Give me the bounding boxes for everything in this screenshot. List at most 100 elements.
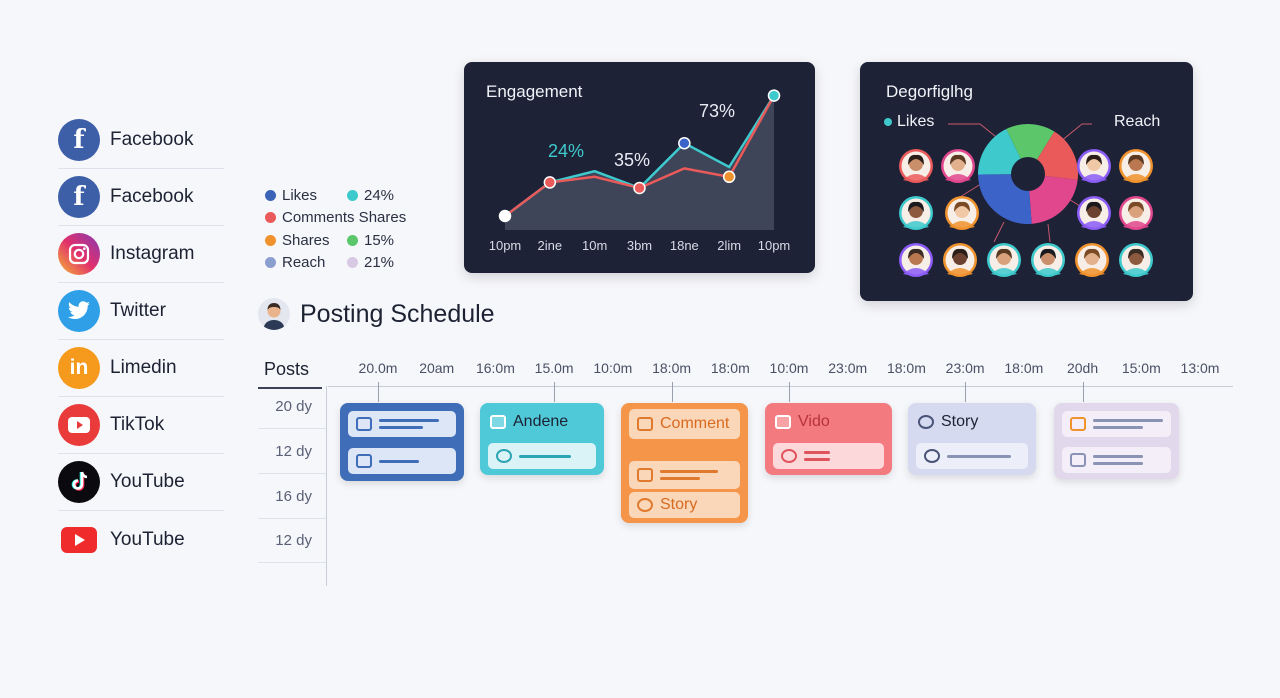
row-separator	[258, 428, 326, 429]
demographics-legend-likes: Likes	[884, 113, 934, 131]
sidebar-item-linkedin[interactable]: in Limedin	[58, 340, 224, 397]
time-label: 13:0m	[1180, 360, 1220, 376]
post-chip[interactable]: Andene	[488, 409, 596, 435]
camera-icon	[496, 449, 512, 463]
audience-avatar	[1119, 149, 1153, 183]
avatar[interactable]	[258, 298, 290, 330]
post-chip[interactable]	[348, 411, 456, 437]
legend-label: Reach	[282, 254, 326, 272]
legend-value: 21%	[347, 254, 394, 271]
legend-comments-shares: Comments Shares	[265, 209, 406, 226]
text-placeholder	[1093, 455, 1143, 465]
sidebar-item-label: Facebook	[110, 129, 194, 150]
time-label: 18:0m	[652, 360, 692, 376]
time-tick	[789, 382, 790, 402]
camera-icon	[1070, 453, 1086, 467]
image-icon	[356, 417, 372, 431]
post-card-image[interactable]	[340, 403, 464, 481]
legend-label: Likes	[282, 186, 318, 204]
pie-slice	[1028, 174, 1078, 224]
posts-underline	[258, 387, 322, 389]
post-chip[interactable]	[1062, 411, 1171, 437]
time-label: 15.0m	[534, 360, 574, 376]
demographics-chart	[899, 123, 1153, 277]
text-placeholder	[379, 419, 439, 429]
legend-dot	[884, 118, 892, 126]
post-chip[interactable]: Vido	[773, 409, 884, 435]
tiktok-icon	[58, 461, 100, 503]
post-card-story[interactable]: Story	[908, 403, 1036, 475]
audience-avatar	[941, 149, 975, 183]
x-tick-label: 10pm	[489, 238, 522, 253]
time-label: 16:0m	[475, 360, 515, 376]
time-tick	[378, 382, 379, 402]
post-chip[interactable]: Story	[629, 492, 740, 518]
legend-dot	[347, 189, 358, 201]
post-card-video[interactable]: Vido	[765, 403, 892, 475]
time-label: 15:0m	[1121, 360, 1161, 376]
annotation-label: 73%	[699, 101, 735, 121]
post-chip[interactable]	[916, 443, 1028, 469]
data-point	[767, 89, 781, 102]
text-placeholder	[1093, 419, 1163, 429]
post-chip[interactable]	[629, 461, 740, 489]
time-label: 10:0m	[769, 360, 809, 376]
linkedin-icon: in	[58, 347, 100, 389]
post-card-draft[interactable]	[1054, 403, 1179, 479]
metrics-legend: Likes 24% Comments Shares Shares 15% Rea…	[265, 184, 435, 274]
sidebar-item-facebook[interactable]: f Facebook	[58, 112, 224, 169]
post-chip-label: Comment	[660, 415, 730, 432]
audience-avatar	[1119, 196, 1153, 230]
legend-label: Comments Shares	[282, 209, 407, 227]
post-card-andene[interactable]: Andene	[480, 403, 604, 475]
post-chip[interactable]	[348, 448, 456, 474]
legend-reach: Reach	[265, 254, 347, 271]
x-tick-label: 2lim	[717, 238, 741, 253]
post-card-comment[interactable]: Comment Story	[621, 403, 748, 523]
data-point	[722, 170, 736, 184]
x-tick-label: 10pm	[758, 238, 791, 253]
sidebar-item-twitter[interactable]: Twitter	[58, 283, 224, 340]
time-tick	[554, 382, 556, 402]
donut-hole	[1011, 157, 1045, 191]
time-label: 20dh	[1066, 360, 1099, 376]
post-chip[interactable]	[1062, 447, 1171, 473]
post-chip[interactable]: Comment	[629, 409, 740, 439]
page-title: Posting Schedule	[300, 299, 495, 328]
video-icon	[775, 415, 791, 429]
audience-avatar	[1119, 243, 1153, 277]
legend-label: Likes	[897, 113, 935, 130]
demographics-card: Degorfiglhg Likes Reach	[860, 62, 1193, 301]
audience-avatar	[1075, 243, 1109, 277]
facebook-icon: f	[58, 119, 100, 161]
post-chip-label: Story	[941, 413, 979, 430]
text-placeholder	[947, 454, 1011, 458]
legend-value: 24%	[347, 187, 394, 204]
post-chip[interactable]	[773, 443, 884, 469]
legend-dot	[265, 234, 276, 246]
time-label: 10:0m	[593, 360, 633, 376]
post-chip[interactable]	[488, 443, 596, 469]
sidebar-item-youtube-2[interactable]: YouTube	[58, 511, 224, 568]
instagram-icon	[58, 233, 100, 275]
time-tick	[671, 382, 673, 402]
audience-avatar	[987, 243, 1021, 277]
audience-avatar	[1031, 243, 1065, 277]
text-placeholder	[660, 470, 718, 480]
sidebar-item-instagram[interactable]: Instagram	[58, 226, 224, 283]
time-label: 18:0m	[886, 360, 926, 376]
sidebar-item-label: TikTok	[110, 414, 165, 435]
pie-slice	[1006, 124, 1055, 174]
text-placeholder	[804, 451, 830, 461]
demographics-title: Degorfiglhg	[886, 82, 973, 101]
sidebar-item-facebook-2[interactable]: f Facebook	[58, 169, 224, 226]
sidebar-item-label: YouTube	[110, 471, 185, 492]
sidebar-item-tiktok[interactable]: TikTok	[58, 397, 224, 454]
schedule-header: Posting Schedule	[258, 298, 495, 330]
sidebar-item-youtube[interactable]: YouTube	[58, 454, 224, 511]
audience-avatar	[899, 196, 933, 230]
row-label: 12 dy	[275, 532, 312, 549]
row-separator	[258, 473, 326, 474]
post-chip[interactable]: Story	[916, 409, 1028, 435]
engagement-chart: 24% 35% 73% 10pm 2ine 10m 3bm 18ne 2lim 10pm	[489, 89, 791, 253]
